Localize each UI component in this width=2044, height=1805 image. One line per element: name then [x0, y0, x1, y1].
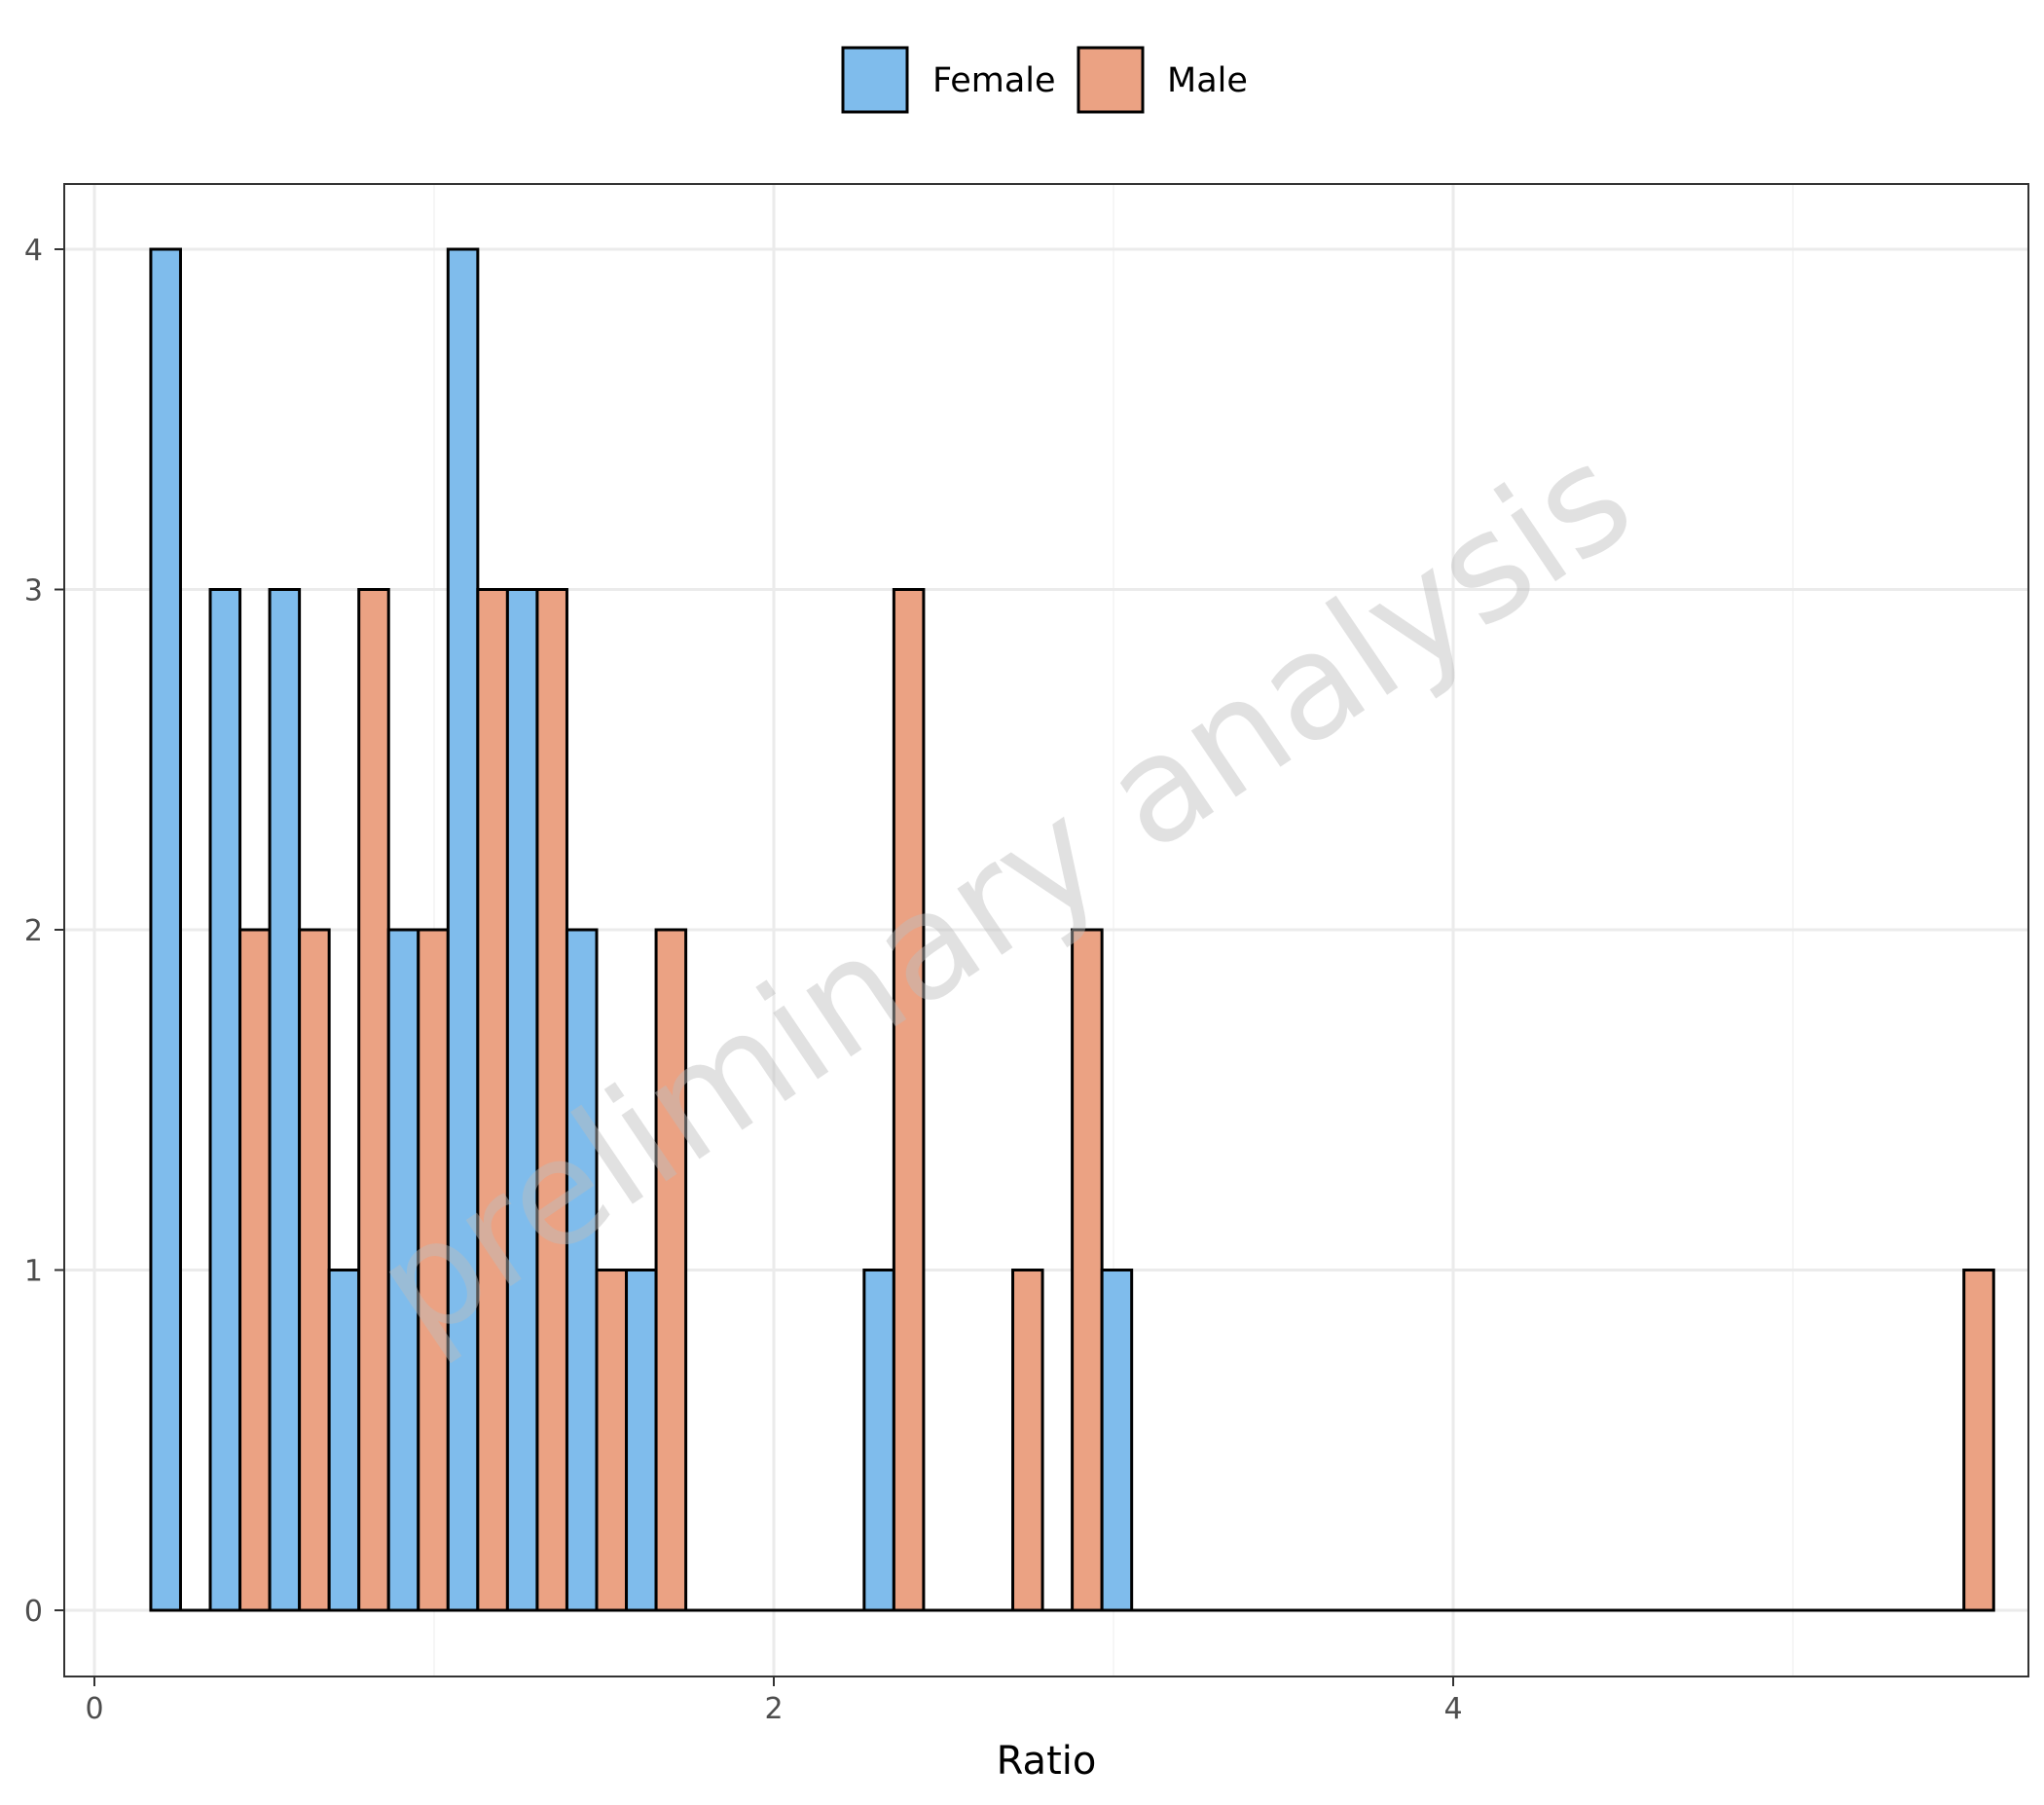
legend-label: Male	[1167, 61, 1248, 100]
x-axis-title: Ratio	[997, 1739, 1097, 1784]
bar-male	[298, 928, 331, 1612]
y-tick-label: 2	[24, 914, 43, 948]
bar-male	[535, 588, 568, 1612]
bar-female	[1100, 1269, 1134, 1612]
y-tick-label: 1	[24, 1255, 43, 1289]
x-tick-label: 4	[1443, 1692, 1462, 1726]
bar-female	[208, 588, 242, 1612]
bar-male	[1071, 928, 1104, 1612]
bar-female	[149, 247, 182, 1612]
bar-male	[1962, 1269, 1995, 1612]
bar-male	[595, 1269, 629, 1612]
y-tick-label: 4	[24, 234, 43, 268]
bar-female	[386, 928, 420, 1612]
bar-female	[862, 1269, 895, 1612]
legend: Female Male	[841, 46, 1248, 114]
bar-female	[268, 588, 302, 1612]
y-tick-label: 0	[24, 1595, 43, 1629]
legend-label: Female	[932, 61, 1056, 100]
y-tick-label: 3	[24, 574, 43, 608]
bar-female	[565, 928, 599, 1612]
bar-female	[505, 588, 539, 1612]
legend-item-female[interactable]: Female	[841, 46, 1056, 114]
axes: 0 1 2 3 4 0 2 4 Ratio	[24, 234, 1463, 1784]
bar-male	[357, 588, 390, 1612]
bar-female	[327, 1269, 361, 1612]
legend-key	[841, 46, 909, 114]
bar-male	[476, 588, 509, 1612]
bar-male	[892, 588, 926, 1612]
bar-female	[446, 247, 480, 1612]
legend-item-male[interactable]: Male	[1077, 46, 1248, 114]
bar-male	[238, 928, 272, 1612]
bar-female	[625, 1269, 658, 1612]
x-tick-label: 2	[764, 1692, 783, 1726]
bars	[149, 247, 1995, 1612]
legend-key	[1077, 46, 1145, 114]
bar-male	[1011, 1269, 1044, 1612]
x-tick-label: 0	[85, 1692, 103, 1726]
